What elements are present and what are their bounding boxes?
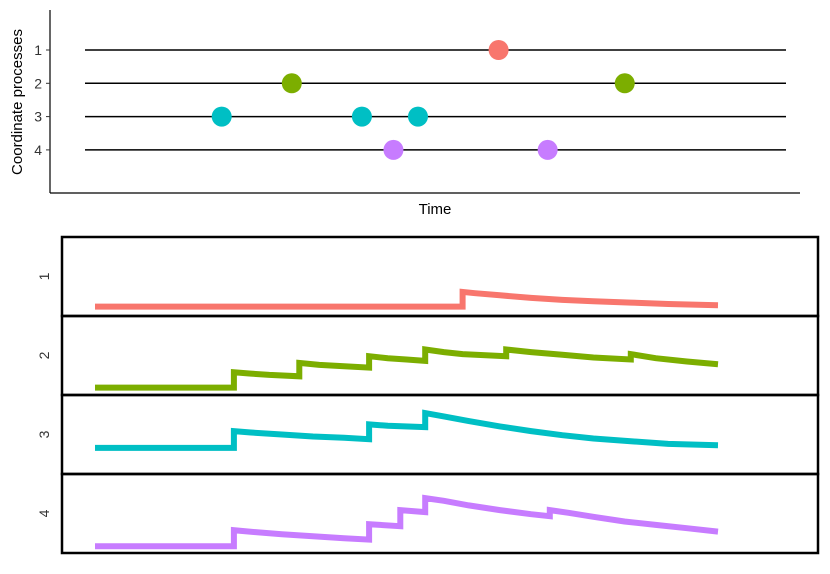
y-tick-label-4: 4 bbox=[34, 142, 42, 158]
y-axis-label: Coordinate processes bbox=[9, 29, 26, 175]
event-point-3-3 bbox=[407, 106, 428, 127]
event-points bbox=[211, 40, 635, 160]
facet-border-3 bbox=[60, 393, 820, 476]
facet-label-2: 2 bbox=[36, 351, 52, 359]
facet-border-4 bbox=[60, 472, 820, 555]
facet-panel-2: 2 bbox=[36, 314, 820, 397]
event-point-2-2 bbox=[614, 73, 635, 94]
y-tick-label-2: 2 bbox=[34, 75, 42, 91]
intensity-line-3 bbox=[95, 409, 719, 451]
intensity-line-1 bbox=[95, 288, 719, 310]
y-tick-label-3: 3 bbox=[34, 109, 42, 125]
event-point-3-2 bbox=[351, 106, 372, 127]
event-point-4-2 bbox=[537, 139, 558, 160]
event-point-4-1 bbox=[383, 139, 404, 160]
facet-panel-4: 4 bbox=[36, 472, 820, 555]
facet-panel-3: 3 bbox=[36, 393, 820, 476]
x-axis-label: Time bbox=[419, 201, 452, 218]
facet-border-2 bbox=[60, 314, 820, 397]
event-point-1-1 bbox=[488, 40, 509, 60]
event-point-3-1 bbox=[211, 106, 232, 127]
event-point-2-1 bbox=[281, 73, 302, 94]
facet-label-4: 4 bbox=[36, 509, 52, 517]
y-tick-label-1: 1 bbox=[34, 42, 42, 58]
scatter-panel: 1 2 3 4 Time Coordinate processes bbox=[9, 10, 800, 218]
process-rows: 1 2 3 4 bbox=[34, 42, 786, 158]
facet-panel-1: 1 bbox=[36, 235, 820, 318]
facet-label-1: 1 bbox=[36, 272, 52, 280]
facet-label-3: 3 bbox=[36, 430, 52, 438]
intensity-line-2 bbox=[95, 346, 719, 391]
intensity-facets: 1 2 3 4 bbox=[36, 235, 820, 555]
intensity-line-4 bbox=[95, 494, 719, 550]
